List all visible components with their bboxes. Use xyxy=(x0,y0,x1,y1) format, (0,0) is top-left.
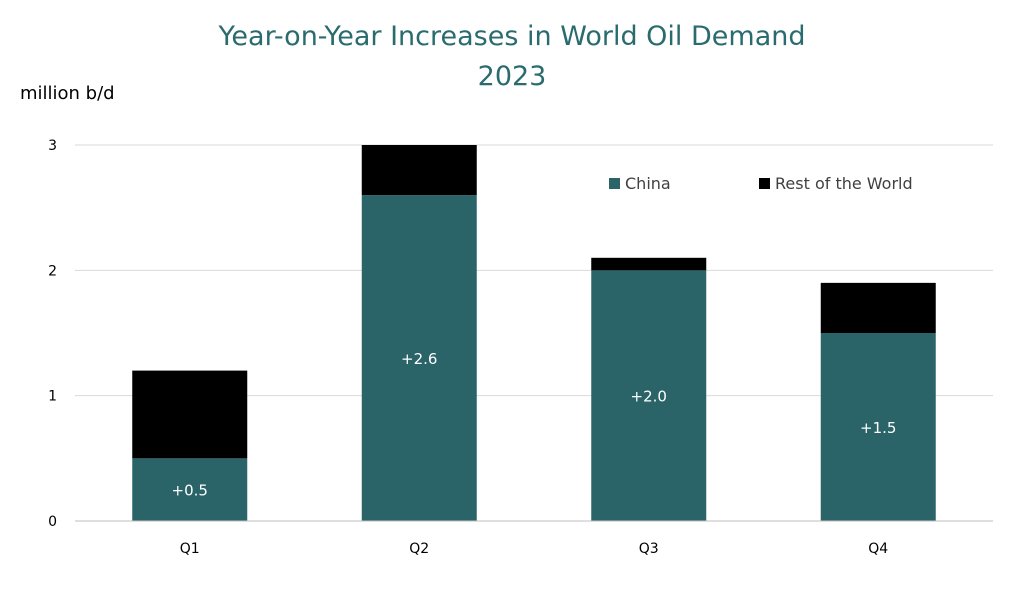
bar-rest-of-the-world-q4 xyxy=(820,282,936,333)
chart-subtitle: 2023 xyxy=(478,61,547,92)
bar-china-q4 xyxy=(820,333,936,521)
x-tick-label: Q4 xyxy=(868,541,888,557)
bar-china-q3 xyxy=(591,270,707,521)
legend: China Rest of the World xyxy=(609,174,913,193)
bar-rest-of-the-world-q3 xyxy=(591,257,707,271)
legend-swatch xyxy=(759,178,770,189)
legend-label: China xyxy=(625,174,671,193)
data-label: +1.5 xyxy=(860,419,896,437)
x-tick-label: Q3 xyxy=(639,541,659,557)
y-axis-label: million b/d xyxy=(20,83,115,104)
x-tick-label: Q2 xyxy=(409,541,429,557)
bar-rest-of-the-world-q1 xyxy=(132,370,248,459)
y-tick-label: 2 xyxy=(48,263,57,279)
data-label: +2.6 xyxy=(401,350,437,368)
chart-title: Year-on-Year Increases in World Oil Dema… xyxy=(218,21,806,52)
bar-china-q2 xyxy=(361,195,477,521)
data-labels: +0.5 +2.6 +2.0 +1.5 xyxy=(172,350,897,500)
bar-rest-of-the-world-q2 xyxy=(361,145,477,196)
y-tick-label: 1 xyxy=(48,389,57,405)
legend-swatch xyxy=(609,178,620,189)
bar-china-q1 xyxy=(132,458,248,521)
y-tick-label: 3 xyxy=(48,138,57,154)
bars xyxy=(132,145,936,521)
data-label: +0.5 xyxy=(172,482,208,500)
axes: 0 1 2 3 Q1 Q2 Q3 Q4 xyxy=(48,138,993,557)
x-tick-label: Q1 xyxy=(180,541,200,557)
y-tick-label: 0 xyxy=(48,514,57,530)
data-label: +2.0 xyxy=(631,388,667,406)
legend-label: Rest of the World xyxy=(775,174,913,193)
